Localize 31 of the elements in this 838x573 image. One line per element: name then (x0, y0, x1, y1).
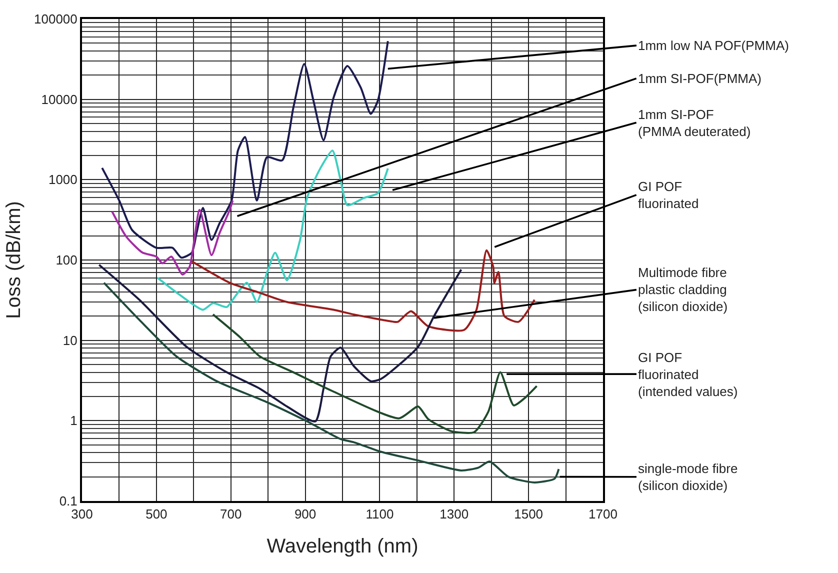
x-tick-label: 500 (146, 506, 168, 522)
x-tick-label: 1500 (514, 506, 544, 522)
line-series (102, 282, 560, 484)
y-tick-label: 10 (62, 332, 78, 348)
text: 1mm SI-POF (PMMA deuterated) (638, 107, 751, 139)
line-series (101, 40, 389, 259)
y-tick-label: 1000 (48, 172, 78, 188)
x-axis-title: Wavelength (nm) (266, 536, 418, 558)
annotation: single-mode fibre (silicon dioxide) (638, 461, 738, 493)
y-tick-label: 0.1 (59, 494, 78, 509)
annotation: 1mm low NA POF(PMMA) (638, 38, 789, 53)
x-tick-label: 1700 (588, 506, 618, 522)
x-tick-label: 700 (220, 506, 242, 522)
annotation: GI POF fluorinated (intended values) (638, 350, 738, 399)
line-series (98, 264, 462, 422)
line-series (156, 150, 389, 311)
y-tick-label: 100000 (34, 12, 78, 27)
annotation: Multimode fibre plastic cladding (silicon dioxide) (638, 265, 728, 314)
line-series (212, 313, 538, 434)
x-tick-label: 300 (71, 506, 93, 522)
text: GI POF fluorinated (638, 179, 699, 211)
y-tick-label: 1 (70, 413, 78, 428)
x-tick-label: 1300 (440, 506, 469, 522)
y-tick-label: 100 (56, 252, 78, 268)
line-series (111, 200, 234, 276)
line-series (190, 249, 536, 332)
x-tick-label: 900 (294, 506, 316, 522)
y-axis-title: Loss (dB/km) (3, 201, 26, 319)
y-tick-label: 10000 (41, 92, 78, 107)
text: 1mm SI-POF(PMMA) (638, 71, 762, 86)
x-tick-label: 1100 (366, 506, 394, 522)
